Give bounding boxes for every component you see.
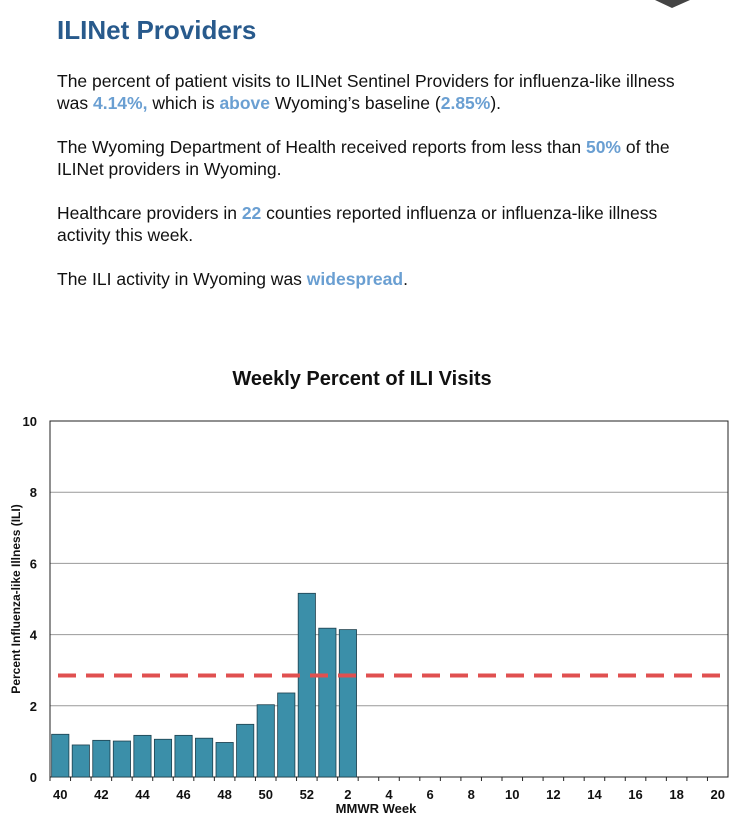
x-tick-label: 14 [587, 787, 602, 802]
text-run: . [403, 269, 408, 289]
y-tick-label: 2 [30, 699, 37, 714]
bar [174, 734, 193, 778]
chart-title: Weekly Percent of ILI Visits [232, 368, 491, 390]
text-run: Healthcare providers in [57, 203, 242, 223]
text-run: of the ILINet providers in Wyoming. [57, 137, 670, 179]
bar [133, 734, 152, 778]
x-tick-label: 44 [135, 787, 150, 802]
x-tick-label: 18 [669, 787, 683, 802]
menu-arrow [655, 0, 690, 8]
bar [236, 723, 255, 778]
text-run: ). [490, 93, 502, 113]
bar [112, 740, 131, 778]
x-tick-label: 50 [258, 787, 272, 802]
text-run: The percent of patient visits to ILINet … [57, 71, 675, 113]
page-title: ILINet Providers [57, 15, 257, 45]
bar [277, 692, 296, 778]
highlight: widespread [306, 269, 404, 289]
plot-frame [49, 420, 729, 778]
paragraph: The Wyoming Department of Health receive… [57, 136, 682, 180]
paragraph: The percent of patient visits to ILINet … [57, 70, 682, 114]
x-tick-label: 12 [546, 787, 560, 802]
x-tick-label: 10 [505, 787, 519, 802]
bar [318, 627, 337, 778]
y-tick-label: 0 [30, 770, 37, 785]
text-run: The ILI activity in Wyoming was [57, 269, 307, 289]
x-tick-label: 8 [468, 787, 475, 802]
x-tick-label: 4 [385, 787, 393, 802]
x-tick-label: 48 [217, 787, 231, 802]
y-tick-label: 6 [30, 556, 37, 571]
text-run: counties reported influenza or influenza… [57, 203, 658, 245]
y-tick-label: 10 [23, 414, 37, 429]
x-tick-label: 16 [628, 787, 642, 802]
highlight: 4.14%, [92, 93, 148, 113]
text-run: Wyoming’s baseline ( [270, 93, 441, 113]
x-tick-label: 6 [426, 787, 433, 802]
text-run: which is [147, 93, 220, 113]
x-axis-label: MMWR Week [336, 801, 417, 816]
x-tick-label: 20 [710, 787, 724, 802]
y-tick-label: 8 [30, 485, 37, 500]
highlight: 22 [241, 203, 262, 223]
x-tick-label: 46 [176, 787, 190, 802]
highlight: 50% [585, 137, 621, 157]
summary-text: The percent of patient visits to ILINet … [57, 70, 682, 312]
bar [51, 733, 70, 778]
x-tick-label: 2 [344, 787, 351, 802]
highlight: 2.85% [440, 93, 491, 113]
paragraph: The ILI activity in Wyoming was widespre… [57, 268, 682, 290]
y-tick-label: 4 [30, 628, 38, 643]
highlight: above [219, 93, 271, 113]
bar [195, 737, 214, 778]
bar [338, 629, 357, 778]
bar [215, 742, 234, 778]
x-tick-label: 40 [53, 787, 67, 802]
bar [92, 739, 111, 778]
bar [256, 704, 275, 778]
y-axis-label: Percent Influenza-like Illness (ILI) [9, 504, 23, 693]
bar [153, 738, 173, 778]
bar [297, 592, 316, 778]
paragraph: Healthcare providers in 22 counties repo… [57, 202, 682, 246]
x-tick-label: 52 [300, 787, 314, 802]
x-tick-label: 42 [94, 787, 108, 802]
text-run: The Wyoming Department of Health receive… [57, 137, 586, 157]
bar [71, 744, 90, 778]
